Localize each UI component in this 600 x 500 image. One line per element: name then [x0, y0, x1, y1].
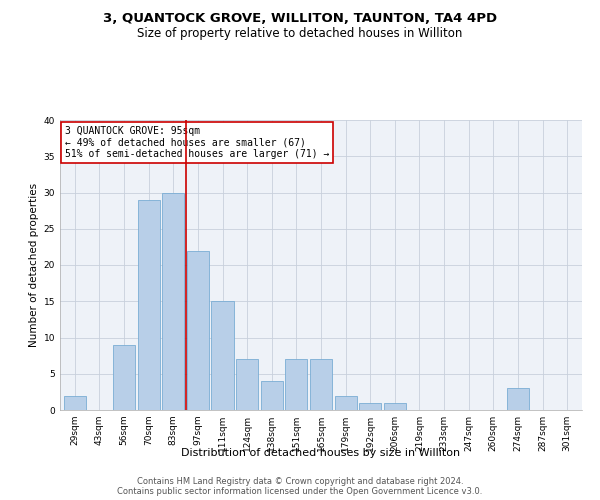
Y-axis label: Number of detached properties: Number of detached properties	[29, 183, 40, 347]
Text: Distribution of detached houses by size in Williton: Distribution of detached houses by size …	[181, 448, 461, 458]
Text: 3 QUANTOCK GROVE: 95sqm
← 49% of detached houses are smaller (67)
51% of semi-de: 3 QUANTOCK GROVE: 95sqm ← 49% of detache…	[65, 126, 329, 159]
Text: Size of property relative to detached houses in Williton: Size of property relative to detached ho…	[137, 28, 463, 40]
Bar	[113, 345, 135, 410]
Bar	[162, 192, 184, 410]
Bar	[137, 200, 160, 410]
Bar	[64, 396, 86, 410]
Bar	[507, 388, 529, 410]
Bar	[260, 381, 283, 410]
Text: 3, QUANTOCK GROVE, WILLITON, TAUNTON, TA4 4PD: 3, QUANTOCK GROVE, WILLITON, TAUNTON, TA…	[103, 12, 497, 26]
Bar	[187, 250, 209, 410]
Bar	[310, 359, 332, 410]
Bar	[384, 403, 406, 410]
Bar	[236, 359, 258, 410]
Text: Contains HM Land Registry data © Crown copyright and database right 2024.: Contains HM Land Registry data © Crown c…	[137, 476, 463, 486]
Bar	[335, 396, 357, 410]
Bar	[285, 359, 307, 410]
Bar	[359, 403, 382, 410]
Bar	[211, 301, 233, 410]
Text: Contains public sector information licensed under the Open Government Licence v3: Contains public sector information licen…	[118, 486, 482, 496]
